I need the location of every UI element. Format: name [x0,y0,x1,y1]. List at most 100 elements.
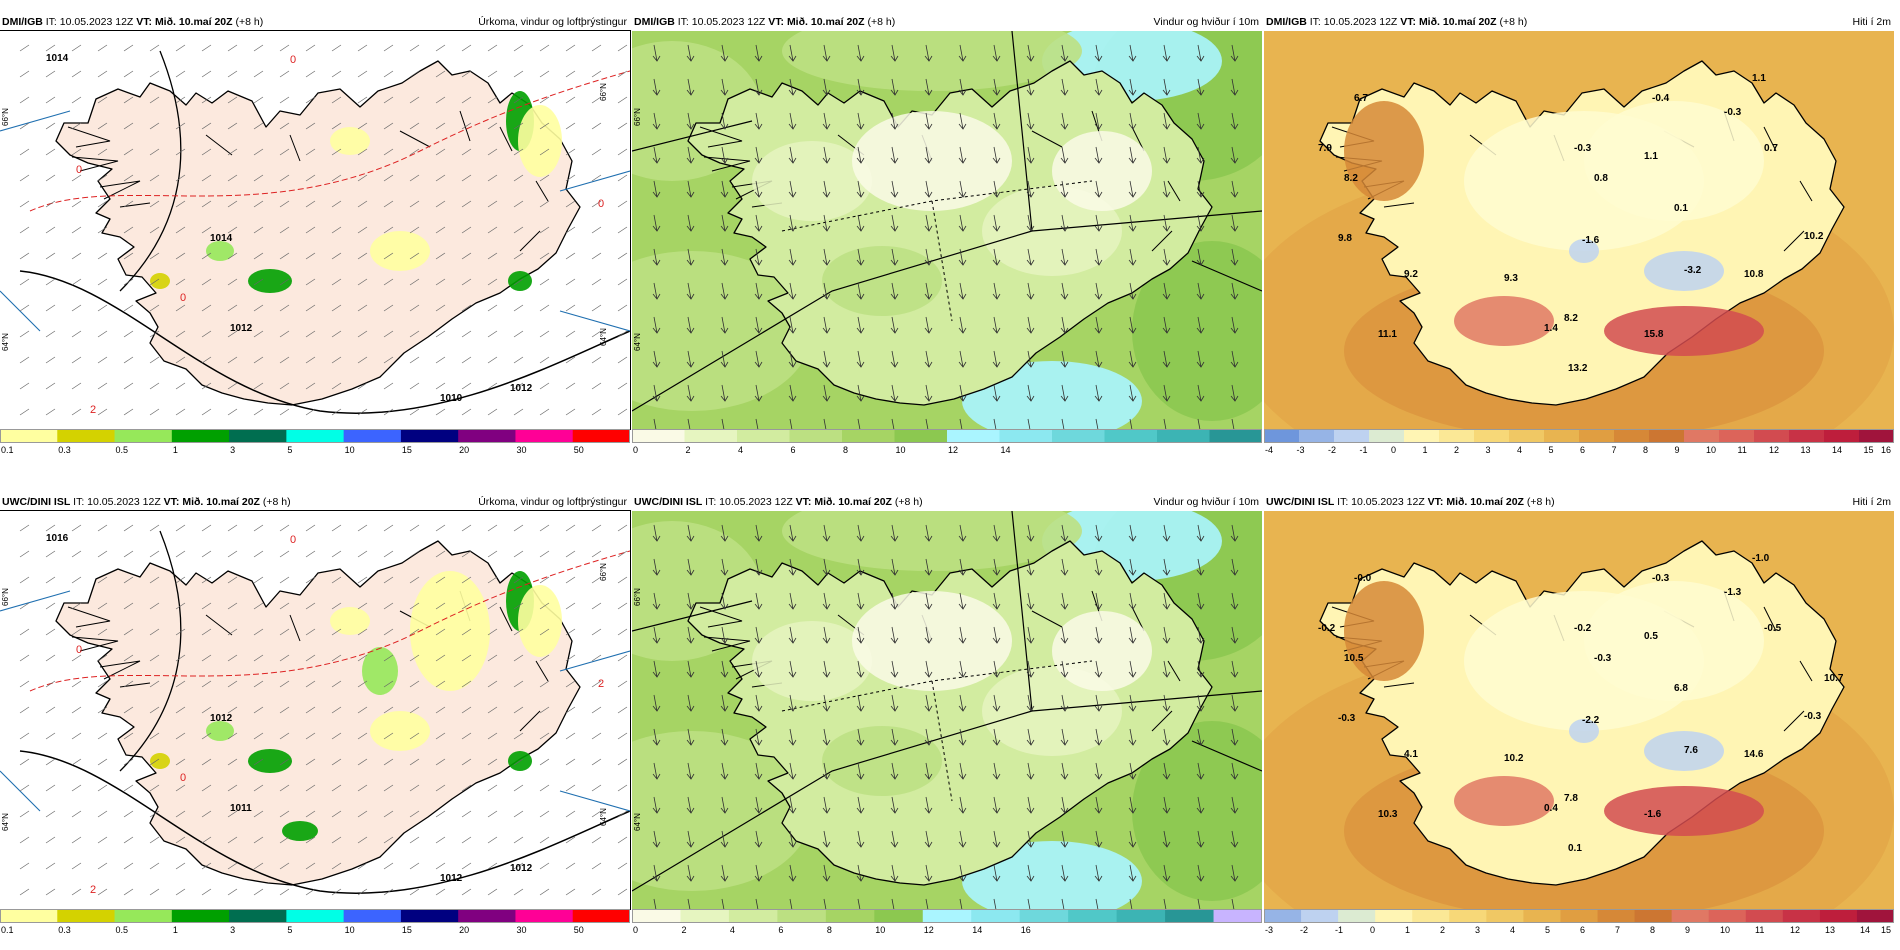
map-wind[interactable]: 66°N 64°N [632,31,1262,429]
wind-barb [253,810,264,818]
wind-barb [487,862,498,870]
wind-barb [45,96,56,104]
wind-barb [539,706,550,714]
isobar-label: 1012 [440,873,463,884]
wind-barb [175,252,186,260]
wind-barb [201,888,212,896]
colorbar-swatch [400,429,459,443]
wind-barb [461,888,472,896]
wind-barb [435,862,446,870]
wind-barb [45,330,56,338]
wind-arrow [890,592,899,610]
wind-barb [123,252,134,260]
isobar-label: 1012 [230,323,253,334]
temperature-label: -0.3 [1338,713,1356,724]
wind-barb [71,810,82,818]
wind-barb [435,122,446,130]
wind-arrow [788,44,797,62]
map-precip[interactable]: 1016 1012 1011 1012 1012 0 0 0 2 2 66°N 64°N 66°N 64°… [0,510,631,910]
colorbar-swatch [1579,429,1615,443]
wind-barb [19,576,30,584]
wind-barb [357,252,368,260]
wind-arrow [1060,180,1069,198]
panel-dmi-wind: DMI/IGB IT: 10.05.2023 12Z VT: Mið. 10.m… [632,14,1262,464]
wind-arrow [687,418,691,429]
wind-arrow [1094,524,1103,542]
wind-barb [617,784,628,792]
wind-barb [435,408,446,416]
wind-arrow [1129,418,1133,429]
wind-arrow [822,694,831,712]
wind-barb [123,862,134,870]
wind-barb [617,200,628,208]
wind-barb [409,654,420,662]
temperature-label: -0.3 [1724,107,1742,118]
wind-barb [253,680,264,688]
wind-arrow [788,728,797,746]
wind-barb [331,576,342,584]
colorbar-tick-label: 2 [1440,925,1445,935]
wind-arrow [1230,282,1239,300]
wind-barb [383,680,394,688]
temperature-label: 7.8 [1564,793,1578,804]
wind-barb [591,382,602,390]
map-precip[interactable]: 1014 1014 1012 1010 1012 0 0 0 0 2 66°N 64°N 66°N 64°… [0,30,631,430]
wind-barb [45,408,56,416]
wind-arrow [754,112,763,130]
temperature-label: 4.1 [1404,749,1418,760]
wind-arrow [755,418,759,429]
wind-arrow [1026,248,1035,266]
temperature-label: 1.4 [1544,323,1558,334]
freeze-label: 0 [76,644,82,656]
colorbar-swatch [789,429,843,443]
temperature-label: 1.1 [1752,73,1766,84]
wind-arrow [992,592,1001,610]
wind-barb [461,706,472,714]
wind-barb [201,810,212,818]
wind-barb [539,44,550,52]
wind-arrow [992,214,1001,232]
wind-barb [487,200,498,208]
wind-barb [305,862,316,870]
wind-barb [279,304,290,312]
wind-arrow [1026,78,1035,96]
wind-barb [45,602,56,610]
wind-barb [487,408,498,416]
wind-barb [539,96,550,104]
map-temperature[interactable]: -0.0 -0.2 10.5 -0.3 4.1 10.3 10.2 7.8 0.4 0.1 -1.6… [1264,511,1894,909]
wind-barb [591,408,602,416]
wind-arrow [1230,214,1239,232]
wind-arrow [890,248,899,266]
wind-arrow [788,626,797,644]
wind-arrow [856,864,865,882]
wind-arrow [720,830,729,848]
wind-barb [331,174,342,182]
wind-barb [19,200,30,208]
temperature-label: -0.4 [1652,93,1670,104]
colorbar-swatch [229,429,287,443]
colorbar-swatch [171,909,230,923]
model-name: DMI/IGB [2,16,43,28]
valid-time: Mið. 10.maí 20Z [1418,16,1497,28]
colorbar-swatch [1614,429,1650,443]
wind-arrow [1196,558,1205,576]
colorbar-frame [0,909,630,923]
colorbar-swatch [999,429,1053,443]
map-wind[interactable]: 66°N 64°N [632,511,1262,909]
wind-arrow [652,214,661,232]
wind-barb [539,784,550,792]
wind-arrow [924,694,933,712]
wind-barb [19,550,30,558]
wind-arrow [1095,898,1099,909]
wind-barb [591,810,602,818]
temperature-label: -0.3 [1804,711,1822,722]
wind-barb [331,628,342,636]
wind-barb [461,226,472,234]
wind-arrow [652,384,661,402]
wind-barb [97,408,108,416]
wind-barb [591,96,602,104]
wind-barb [45,356,56,364]
wind-barb [565,862,576,870]
map-temperature[interactable]: 6.7 7.9 8.2 9.8 9.2 11.1 9.3 8.2 1.4 13.2 15.8 -1.6… [1264,31,1894,429]
panel-header: DMI/IGB IT: 10.05.2023 12Z VT: Mið. 10.m… [0,14,630,30]
